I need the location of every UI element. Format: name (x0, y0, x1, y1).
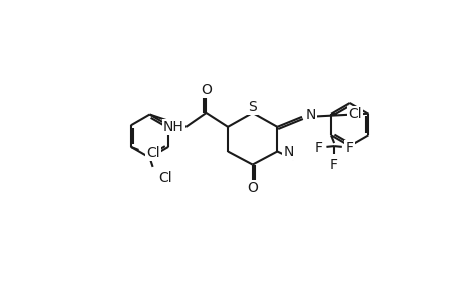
Text: Cl: Cl (347, 107, 361, 121)
Text: O: O (201, 83, 212, 97)
Text: F: F (345, 141, 353, 155)
Text: N: N (283, 145, 293, 158)
Text: S: S (248, 100, 257, 114)
Text: F: F (314, 141, 322, 155)
Text: N: N (305, 107, 315, 122)
Text: Cl: Cl (146, 146, 160, 160)
Text: O: O (247, 182, 257, 196)
Text: Cl: Cl (158, 171, 172, 185)
Text: NH: NH (162, 120, 183, 134)
Text: F: F (330, 158, 337, 172)
